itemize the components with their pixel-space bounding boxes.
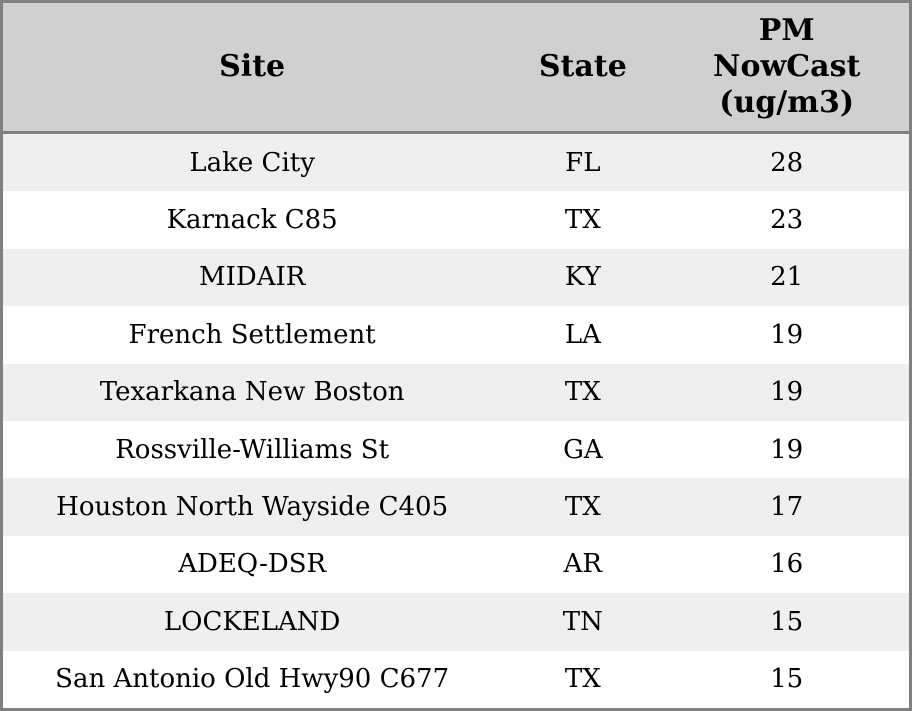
- cell-site: French Settlement: [128, 319, 376, 350]
- cell-state: KY: [564, 262, 601, 293]
- table-header: Site State PM NowCast (ug/m3): [3, 3, 909, 134]
- table-row: MIDAIR KY 21: [3, 248, 909, 307]
- table-row: Houston North Wayside C405 TX 17: [3, 478, 909, 536]
- cell-state: TX: [564, 377, 601, 408]
- cell-value: 16: [770, 549, 804, 580]
- table-row: Karnack C85 TX 23: [3, 191, 909, 249]
- cell-site: Texarkana New Boston: [99, 377, 405, 408]
- cell-value: 23: [770, 205, 804, 236]
- cell-site: LOCKELAND: [163, 606, 341, 637]
- cell-value: 21: [770, 262, 804, 293]
- cell-site: MIDAIR: [198, 262, 306, 293]
- cell-site: Karnack C85: [166, 205, 338, 236]
- cell-state: AR: [563, 549, 603, 580]
- cell-value: 15: [770, 606, 804, 637]
- cell-site: ADEQ-DSR: [178, 549, 327, 580]
- cell-value: 19: [770, 319, 804, 350]
- cell-state: FL: [565, 147, 601, 178]
- cell-site: San Antonio Old Hwy90 C677: [55, 664, 450, 695]
- cell-site: Lake City: [189, 147, 315, 178]
- column-header-pm-nowcast: PM NowCast (ug/m3): [664, 3, 909, 134]
- cell-state: GA: [563, 434, 603, 465]
- pm-nowcast-table: Site State PM NowCast (ug/m3) Lake City …: [3, 3, 909, 708]
- table-body: Lake City FL 28 Karnack C85 TX 23 MIDAIR…: [3, 132, 909, 708]
- table-row: Texarkana New Boston TX 19: [3, 363, 909, 421]
- cell-state: TX: [564, 492, 601, 523]
- cell-site: Houston North Wayside C405: [56, 492, 449, 523]
- cell-value: 15: [770, 664, 804, 695]
- table-row: San Antonio Old Hwy90 C677 TX 15: [3, 650, 909, 708]
- cell-state: TX: [564, 205, 601, 236]
- cell-state: LA: [564, 319, 601, 350]
- cell-value: 28: [770, 147, 804, 178]
- header-row: Site State PM NowCast (ug/m3): [3, 3, 909, 134]
- column-header-state: State: [501, 3, 665, 134]
- table-row: ADEQ-DSR AR 16: [3, 535, 909, 594]
- table-row: French Settlement LA 19: [3, 306, 909, 364]
- cell-value: 17: [770, 492, 804, 523]
- cell-state: TN: [562, 606, 603, 637]
- cell-site: Rossville-Williams St: [115, 434, 390, 465]
- table-row: Rossville-Williams St GA 19: [3, 420, 909, 479]
- column-header-site: Site: [3, 3, 502, 134]
- cell-value: 19: [770, 377, 804, 408]
- cell-state: TX: [564, 664, 601, 695]
- table-row: LOCKELAND TN 15: [3, 593, 909, 651]
- table-row: Lake City FL 28: [3, 132, 909, 192]
- cell-value: 19: [770, 434, 804, 465]
